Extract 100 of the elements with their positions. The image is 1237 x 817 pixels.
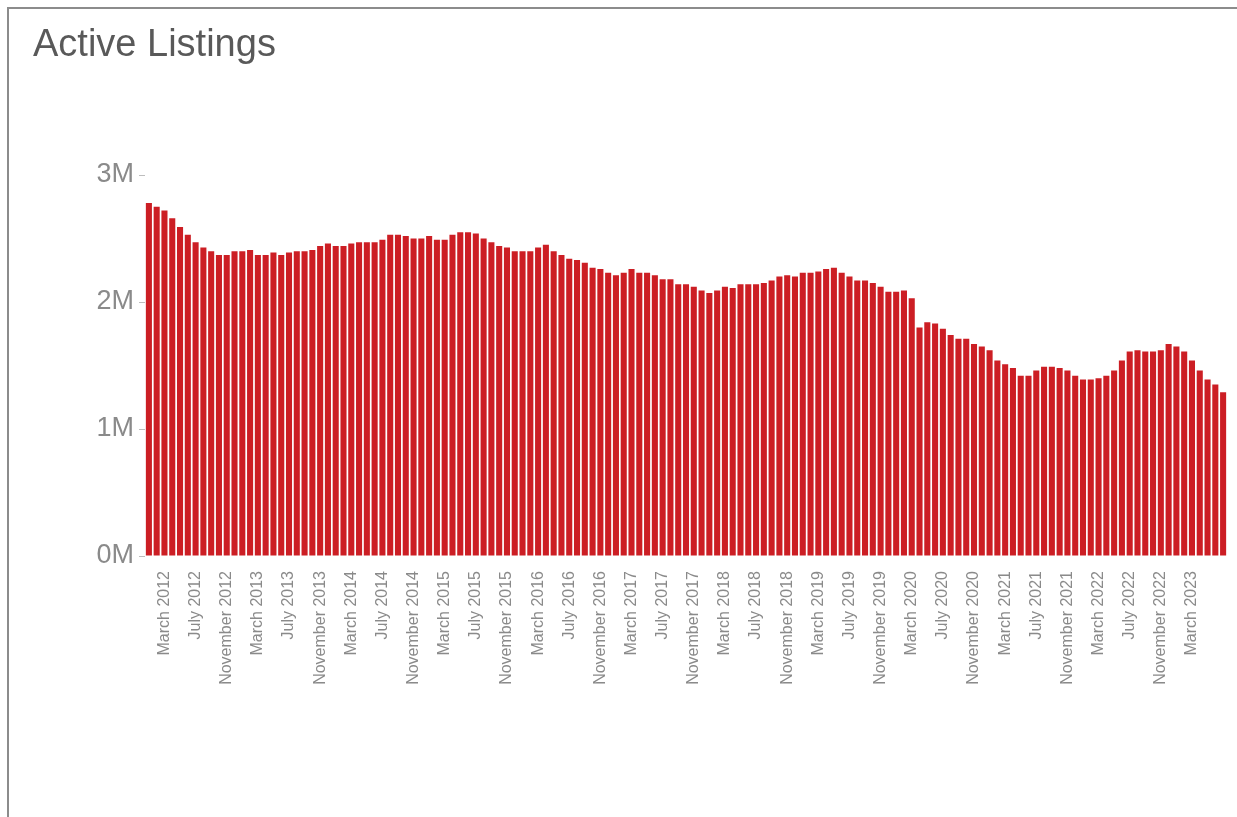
x-tick-label: July 2013	[279, 570, 297, 640]
x-tick-label: March 2012	[154, 570, 172, 656]
bar	[247, 249, 254, 556]
bar	[1181, 351, 1188, 556]
bar	[605, 272, 612, 556]
x-tick-label: July 2020	[933, 570, 951, 640]
bar	[939, 328, 946, 556]
bar	[799, 272, 806, 556]
bar	[1196, 370, 1203, 556]
bar	[869, 282, 876, 556]
x-tick-label: March 2017	[621, 570, 639, 656]
x-tick-label: November 2013	[310, 570, 328, 685]
x-tick-label: July 2021	[1026, 570, 1044, 640]
bar	[472, 233, 479, 556]
bar	[254, 255, 261, 556]
x-tick-label: July 2014	[372, 570, 390, 640]
bar	[862, 280, 869, 556]
bar	[644, 272, 651, 556]
bar	[387, 234, 394, 556]
x-tick-label: July 2012	[186, 570, 203, 640]
x-tick-label: November 2018	[777, 570, 795, 685]
bar	[208, 251, 215, 556]
bar	[169, 218, 176, 556]
x-tick-label: November 2021	[1057, 570, 1075, 685]
bar	[1111, 370, 1118, 556]
bar	[324, 243, 331, 556]
chart-title: Active Listings	[33, 21, 276, 65]
bar	[900, 290, 907, 556]
bar	[714, 290, 721, 556]
bar	[426, 235, 433, 556]
x-tick-label: March 2015	[435, 570, 453, 656]
x-tick-label: November 2015	[497, 570, 515, 685]
x-tick-label: November 2016	[590, 570, 608, 685]
bar	[356, 242, 363, 556]
bar	[285, 252, 293, 556]
bar	[394, 234, 402, 556]
y-tick-label: 1M	[96, 412, 134, 443]
bar	[823, 268, 830, 556]
bar	[760, 282, 767, 556]
bar	[970, 343, 978, 556]
bar	[503, 247, 510, 556]
x-tick-label: March 2016	[528, 570, 546, 656]
x-tick-label: November 2020	[964, 570, 982, 685]
bar	[145, 202, 152, 556]
bar	[278, 255, 285, 556]
bar	[1220, 392, 1227, 556]
bar	[1079, 379, 1087, 556]
bar	[433, 239, 440, 556]
bar	[1188, 360, 1196, 556]
x-tick-label: March 2019	[808, 570, 826, 656]
bar	[1118, 360, 1125, 556]
x-tick-label: July 2016	[559, 570, 577, 640]
bar	[1041, 366, 1048, 556]
bar	[363, 242, 370, 556]
x-tick-label: July 2017	[653, 570, 671, 640]
bar	[293, 251, 300, 556]
x-tick-label: March 2018	[715, 570, 733, 656]
x-tick-label: July 2022	[1120, 570, 1138, 640]
x-tick-label: March 2013	[248, 570, 266, 656]
bar	[184, 234, 191, 556]
bar	[784, 275, 791, 556]
bar	[581, 262, 588, 556]
bar	[690, 286, 697, 556]
bar	[721, 286, 728, 556]
bar	[317, 246, 324, 556]
bar	[682, 284, 690, 556]
bar	[176, 227, 184, 556]
bar	[1157, 350, 1164, 556]
bar	[791, 276, 799, 556]
bar	[1150, 351, 1157, 556]
bar	[612, 275, 619, 556]
bar	[1009, 368, 1016, 556]
x-tick-label: November 2022	[1151, 570, 1169, 685]
x-tick-label: July 2018	[746, 570, 764, 640]
y-tick-label: 3M	[96, 158, 134, 189]
bar	[535, 247, 542, 556]
bar	[465, 232, 472, 556]
bar	[1048, 366, 1055, 556]
x-tick-label: July 2019	[839, 570, 857, 640]
bar	[753, 284, 760, 556]
bar	[566, 258, 573, 556]
x-tick-label: March 2020	[902, 570, 920, 656]
y-tick-label: 0M	[96, 539, 134, 570]
x-tick-label: March 2021	[995, 570, 1013, 656]
y-tick-label: 2M	[96, 285, 134, 316]
x-tick-label: November 2014	[403, 570, 421, 685]
bar	[542, 244, 549, 556]
x-tick-label: March 2022	[1088, 570, 1106, 656]
bar	[573, 260, 581, 556]
bar	[978, 346, 985, 556]
bar	[675, 284, 682, 556]
bar	[1087, 379, 1094, 556]
bar	[932, 323, 939, 556]
x-tick-label: November 2012	[217, 570, 235, 685]
bar	[893, 291, 900, 556]
bar	[215, 255, 222, 556]
x-tick-label: July 2015	[466, 570, 484, 640]
x-tick-label: March 2023	[1182, 570, 1200, 656]
bar	[963, 338, 970, 556]
bar	[402, 235, 409, 556]
